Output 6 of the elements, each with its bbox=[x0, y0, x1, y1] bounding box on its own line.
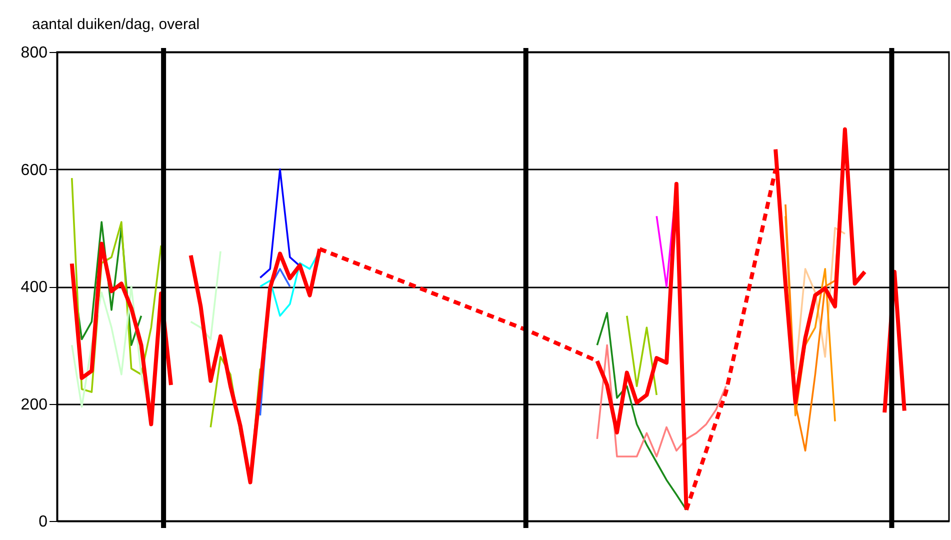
y-tick-label: 600 bbox=[20, 162, 48, 179]
y-axis-title: aantal duiken/dag, overal bbox=[32, 16, 200, 33]
y-tick-label: 200 bbox=[20, 396, 48, 414]
y-tick-label: 400 bbox=[20, 279, 48, 296]
y-tick-label: 0 bbox=[38, 514, 48, 530]
y-tick-label: 800 bbox=[20, 44, 48, 62]
